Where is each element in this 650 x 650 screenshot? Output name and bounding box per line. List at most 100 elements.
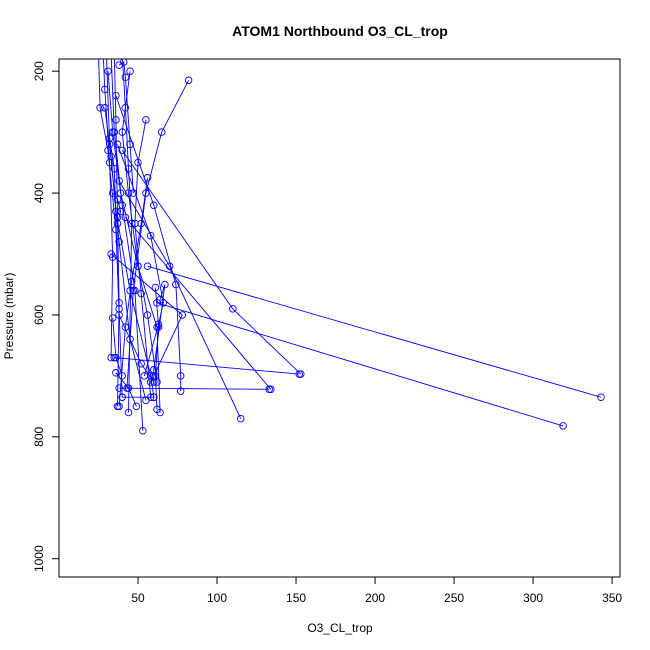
data-point [113, 140, 122, 149]
data-point [118, 128, 126, 136]
series-26 [112, 369, 141, 411]
series-line [154, 287, 160, 410]
data-point [96, 104, 104, 112]
series-14 [112, 91, 185, 395]
data-point [140, 372, 149, 380]
data-point [115, 177, 123, 185]
series-line [121, 150, 302, 375]
data-point [112, 369, 120, 377]
x-tick-label: 100 [207, 591, 227, 605]
series-9 [105, 134, 158, 386]
series-line [115, 372, 137, 407]
x-tick-label: 300 [523, 591, 543, 605]
x-tick-label: 200 [365, 591, 385, 605]
series-29 [115, 59, 138, 197]
data-point [176, 387, 185, 395]
data-point [137, 289, 145, 298]
data-point [161, 280, 169, 289]
data-point [101, 85, 109, 94]
series-30 [108, 189, 125, 228]
data-point [101, 104, 109, 112]
data-point [295, 370, 303, 378]
series-line [117, 144, 164, 377]
series-25 [118, 393, 158, 401]
data-point [124, 408, 133, 417]
data-point [121, 213, 130, 222]
x-tick-label: 150 [286, 591, 306, 605]
data-point [184, 76, 193, 85]
data-point [139, 426, 147, 435]
data-point [115, 311, 123, 319]
series-4 [112, 59, 123, 411]
x-tick-label: 250 [444, 591, 464, 605]
series-line [118, 180, 242, 419]
series-line [113, 59, 120, 407]
series-line [119, 387, 270, 390]
data-point [105, 134, 114, 142]
data-point [126, 140, 134, 149]
x-tick-label: 350 [602, 591, 622, 605]
series-line [126, 80, 189, 389]
series-24 [115, 384, 273, 394]
series-line [134, 119, 152, 398]
y-tick-label: 800 [32, 427, 46, 447]
data-point [126, 67, 134, 75]
series-line [118, 61, 134, 194]
data-point [172, 280, 180, 289]
series-line [150, 284, 166, 383]
series-line [114, 357, 300, 375]
data-point [236, 414, 245, 423]
y-axis: 200 400 600 800 1000 [32, 61, 60, 572]
series-line [115, 95, 182, 392]
series-line [125, 217, 272, 390]
data-point [132, 402, 141, 411]
data-point [112, 91, 120, 100]
data-point [108, 128, 117, 136]
data-point [143, 262, 152, 270]
series-line [110, 59, 144, 431]
data-point [150, 393, 158, 401]
data-point [121, 323, 130, 331]
data-point [118, 393, 126, 401]
chart-title: ATOM1 Northbound O3_CL_trop [232, 23, 448, 39]
data-point [116, 189, 125, 197]
data-point [108, 314, 117, 322]
x-axis-label: O3_CL_trop [307, 621, 373, 635]
y-tick-label: 600 [32, 305, 46, 325]
series-line [110, 253, 183, 377]
series-line [147, 265, 602, 398]
data-point [153, 405, 161, 414]
x-axis: 50 100 150 200 250 300 350 [131, 576, 622, 605]
data-point [176, 372, 185, 380]
data-point [146, 231, 155, 240]
series-line [118, 177, 148, 407]
data-point [265, 385, 273, 394]
data-point [150, 366, 158, 374]
series-10 [118, 67, 161, 386]
data-point [151, 283, 160, 292]
data-point [110, 353, 119, 362]
data-point [115, 238, 123, 246]
data-point [229, 305, 237, 313]
data-point [118, 146, 126, 155]
data-point [104, 67, 112, 75]
data-point [113, 219, 122, 228]
data-point [142, 116, 150, 124]
series-line [156, 302, 564, 427]
plot-area [96, 59, 605, 435]
data-point [559, 422, 567, 430]
data-point [597, 393, 605, 401]
data-point [127, 277, 136, 286]
data-point [124, 384, 133, 392]
data-point [107, 152, 115, 161]
data-point [115, 384, 123, 392]
series-line [112, 192, 122, 224]
y-tick-label: 400 [32, 183, 46, 203]
data-point [146, 378, 155, 386]
y-tick-label: 200 [32, 61, 46, 81]
data-point [156, 295, 164, 304]
x-tick-label: 50 [131, 591, 145, 605]
data-point [120, 59, 128, 66]
data-point [110, 164, 119, 173]
